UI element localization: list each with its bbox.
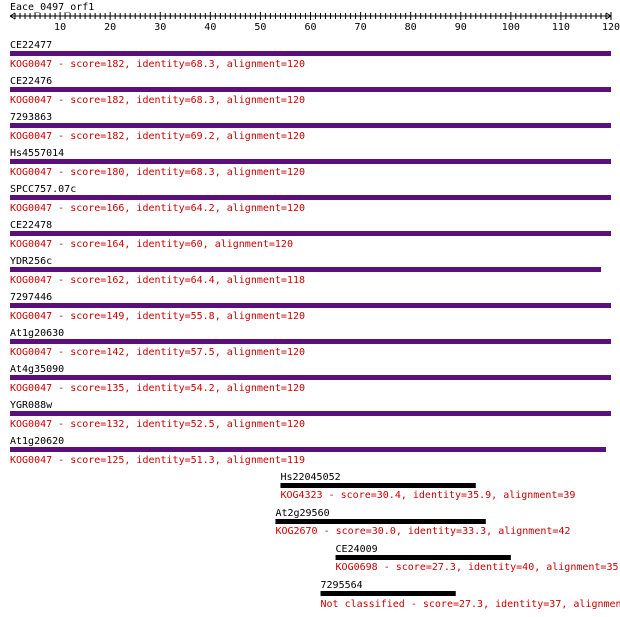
hit-name[interactable]: At1g20630 bbox=[10, 328, 64, 339]
hit-bar[interactable] bbox=[335, 555, 511, 560]
ruler-tick-label: 100 bbox=[502, 22, 520, 33]
hit-row: CE22477 KOG0047 - score=182, identity=68.… bbox=[10, 40, 611, 70]
hit-row: SPCC757.07c KOG0047 - score=166, identity… bbox=[10, 184, 611, 214]
hit-row: CE22476 KOG0047 - score=182, identity=68.… bbox=[10, 76, 611, 106]
hit-label: KOG0047 - score=180, identity=68.3, alig… bbox=[10, 167, 305, 178]
hit-row: At1g20630 KOG0047 - score=142, identity=5… bbox=[10, 328, 611, 358]
hit-label: KOG0047 - score=162, identity=64.4, alig… bbox=[10, 275, 305, 286]
hit-label: KOG0047 - score=135, identity=54.2, alig… bbox=[10, 383, 305, 394]
hit-label: KOG0047 - score=166, identity=64.2, alig… bbox=[10, 203, 305, 214]
ruler-tick-label: 90 bbox=[455, 22, 467, 33]
position-ruler: 10 20 30 40 50 60 70 80 90 100 110 120 bbox=[9, 12, 620, 33]
hit-row: At4g35090 KOG0047 - score=135, identity=5… bbox=[10, 364, 611, 394]
hit-bar[interactable] bbox=[10, 339, 611, 344]
hit-bar[interactable] bbox=[10, 159, 611, 164]
hit-row: 7295564 Not classified - score=27.3, iden… bbox=[320, 580, 620, 610]
hit-name[interactable]: Hs4557014 bbox=[10, 148, 64, 159]
hit-name[interactable]: 7297446 bbox=[10, 292, 52, 303]
hit-label: KOG0047 - score=182, identity=69.2, alig… bbox=[10, 131, 305, 142]
query-name: Eace_0497_orf1 bbox=[10, 2, 94, 13]
hit-label: KOG0047 - score=182, identity=68.3, alig… bbox=[10, 95, 305, 106]
ruler-left-arrow bbox=[9, 12, 16, 20]
hit-bar[interactable] bbox=[10, 267, 601, 272]
hit-row: Hs4557014 KOG0047 - score=180, identity=6… bbox=[10, 148, 611, 178]
hit-label: KOG2670 - score=30.0, identity=33.3, ali… bbox=[275, 526, 570, 537]
hit-name[interactable]: CE22477 bbox=[10, 40, 52, 51]
hit-bar[interactable] bbox=[10, 51, 611, 56]
ruler-tick-label: 110 bbox=[552, 22, 570, 33]
hit-name[interactable]: At1g20620 bbox=[10, 436, 64, 447]
hit-bar[interactable] bbox=[10, 123, 611, 128]
hit-bar[interactable] bbox=[10, 303, 611, 308]
hit-list: CE22477 KOG0047 - score=182, identity=68.… bbox=[10, 40, 620, 610]
hit-name[interactable]: At2g29560 bbox=[275, 508, 329, 519]
hit-row: Hs22045052 KOG4323 - score=30.4, identity… bbox=[280, 472, 575, 501]
hit-bar[interactable] bbox=[10, 447, 606, 452]
ruler-tick-label: 80 bbox=[405, 22, 417, 33]
hit-label: KOG0047 - score=142, identity=57.5, alig… bbox=[10, 347, 305, 358]
hit-label: KOG0047 - score=125, identity=51.3, alig… bbox=[10, 455, 305, 466]
hit-label: KOG4323 - score=30.4, identity=35.9, ali… bbox=[280, 490, 575, 501]
hit-name[interactable]: CE24009 bbox=[336, 544, 378, 555]
hit-name[interactable]: 7295564 bbox=[321, 580, 363, 591]
hit-row: CE24009 KOG0698 - score=27.3, identity=40… bbox=[335, 544, 619, 573]
hit-row: At2g29560 KOG2670 - score=30.0, identity=… bbox=[275, 508, 570, 537]
hit-name[interactable]: YDR256c bbox=[10, 256, 52, 267]
ruler-tick-label: 30 bbox=[154, 22, 166, 33]
hit-name[interactable]: Hs22045052 bbox=[280, 472, 340, 483]
hit-bar[interactable] bbox=[275, 519, 486, 524]
hit-label: Not classified - score=27.3, identity=37… bbox=[321, 599, 620, 610]
hit-bar[interactable] bbox=[10, 231, 611, 236]
hit-name[interactable]: CE22478 bbox=[10, 220, 52, 231]
hit-bar[interactable] bbox=[10, 411, 611, 416]
ruler-tick-label: 120 bbox=[602, 22, 620, 33]
ruler-tick-label: 50 bbox=[254, 22, 266, 33]
hit-bar[interactable] bbox=[10, 87, 611, 92]
ruler-tick-label: 40 bbox=[204, 22, 216, 33]
hit-label: KOG0047 - score=164, identity=60, alignm… bbox=[10, 239, 293, 250]
hit-bar[interactable] bbox=[280, 483, 476, 488]
hit-bar[interactable] bbox=[10, 375, 611, 380]
hit-label: KOG0047 - score=132, identity=52.5, alig… bbox=[10, 419, 305, 430]
hit-name[interactable]: SPCC757.07c bbox=[10, 184, 76, 195]
hit-name[interactable]: CE22476 bbox=[10, 76, 52, 87]
hit-label: KOG0047 - score=182, identity=68.3, alig… bbox=[10, 59, 305, 70]
hit-row: 7293863 KOG0047 - score=182, identity=69.… bbox=[10, 112, 611, 142]
hit-name[interactable]: YGR088w bbox=[10, 400, 53, 411]
hit-name[interactable]: 7293863 bbox=[10, 112, 52, 123]
hit-row: YGR088w KOG0047 - score=132, identity=52.… bbox=[10, 400, 611, 430]
ruler-tick-label: 60 bbox=[304, 22, 316, 33]
hit-bar[interactable] bbox=[10, 195, 611, 200]
ruler-tick-label: 20 bbox=[104, 22, 116, 33]
hit-bar[interactable] bbox=[320, 591, 456, 596]
hit-label: KOG0698 - score=27.3, identity=40, align… bbox=[336, 562, 619, 573]
hit-row: 7297446 KOG0047 - score=149, identity=55.… bbox=[10, 292, 611, 322]
hit-name[interactable]: At4g35090 bbox=[10, 364, 64, 375]
hit-label: KOG0047 - score=149, identity=55.8, alig… bbox=[10, 311, 305, 322]
ruler-right-arrow bbox=[605, 12, 612, 20]
hit-row: YDR256c KOG0047 - score=162, identity=64.… bbox=[10, 256, 601, 286]
hit-row: At1g20620 KOG0047 - score=125, identity=5… bbox=[10, 436, 606, 466]
ruler-tick-label: 70 bbox=[355, 22, 367, 33]
hit-row: CE22478 KOG0047 - score=164, identity=60,… bbox=[10, 220, 611, 250]
ruler-tick-label: 10 bbox=[54, 22, 66, 33]
